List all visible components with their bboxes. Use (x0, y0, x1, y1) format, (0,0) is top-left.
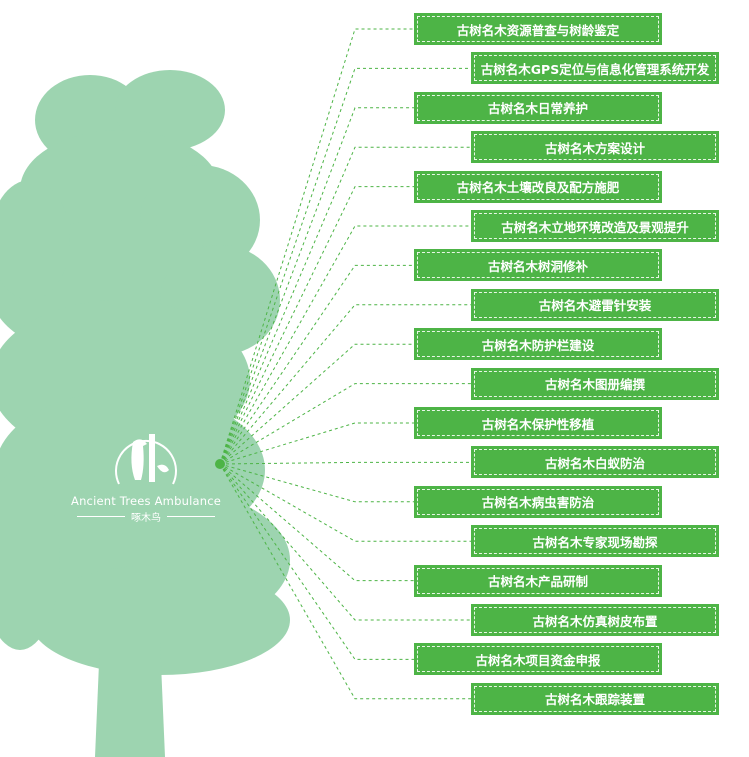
service-item-label: 古树名木保护性移植 (417, 410, 659, 436)
service-item-box: 古树名木仿真树皮布置 (471, 604, 719, 636)
connector-line (219, 225, 471, 465)
service-item-box: 古树名木日常养护 (414, 91, 662, 124)
logo-english-text: Ancient Trees Ambulance (71, 494, 221, 508)
service-item-box: 古树名木保护性移植 (414, 407, 662, 439)
hub-dot (215, 459, 225, 469)
service-item-label: 古树名木资源普查与树龄鉴定 (417, 16, 659, 42)
service-item-box: 古树名木GPS定位与信息化管理系统开发 (471, 52, 719, 85)
service-item-label: 古树名木防护栏建设 (417, 331, 659, 358)
service-item-label: 古树名木病虫害防治 (417, 488, 659, 515)
connector-line (219, 463, 471, 700)
logo-chinese-text: 啄木鸟 (131, 513, 161, 524)
connector-line (219, 67, 471, 465)
service-item-box: 古树名木病虫害防治 (414, 485, 662, 518)
service-item-box: 古树名木避雷针安装 (471, 288, 719, 321)
service-item-box: 古树名木资源普查与树龄鉴定 (414, 13, 662, 45)
service-item-box: 古树名木白蚁防治 (471, 446, 719, 479)
woodpecker-logo-icon (115, 434, 177, 485)
service-item-box: 古树名木防护栏建设 (414, 328, 662, 361)
service-item-box: 古树名木立地环境改造及景观提升 (471, 210, 719, 242)
service-item-box: 古树名木产品研制 (414, 564, 662, 597)
connector-line (219, 107, 414, 465)
service-item-label: 古树名木土壤改良及配方施肥 (417, 173, 659, 200)
connector-line (219, 463, 471, 621)
connector-line (219, 343, 414, 465)
connector-line (219, 461, 471, 465)
service-item-label: 古树名木白蚁防治 (474, 449, 716, 476)
service-item-label: 古树名木产品研制 (417, 567, 659, 594)
connector-line (219, 146, 471, 465)
service-item-box: 古树名木图册编撰 (471, 367, 719, 400)
service-item-label: 古树名木方案设计 (474, 134, 716, 161)
service-item-label: 古树名木日常养护 (417, 94, 659, 121)
service-item-box: 古树名木专家现场勘探 (471, 525, 719, 558)
service-item-label: 古树名木项目资金申报 (417, 646, 659, 673)
connector-line (219, 463, 414, 582)
service-item-box: 古树名木树洞修补 (414, 249, 662, 282)
service-item-box: 古树名木土壤改良及配方施肥 (414, 170, 662, 203)
connector-line (219, 186, 414, 465)
service-item-label: 古树名木立地环境改造及景观提升 (474, 213, 716, 239)
service-item-box: 古树名木跟踪装置 (471, 682, 719, 715)
service-item-label: 古树名木仿真树皮布置 (474, 607, 716, 633)
connector-line (219, 264, 414, 465)
connector-line (219, 422, 414, 465)
service-item-label: 古树名木专家现场勘探 (474, 528, 716, 555)
connector-line (219, 383, 471, 465)
connector-line (219, 28, 414, 465)
service-item-label: 古树名木跟踪装置 (474, 685, 716, 712)
service-item-label: 古树名木GPS定位与信息化管理系统开发 (474, 55, 716, 82)
service-item-box: 古树名木方案设计 (471, 131, 719, 164)
service-item-box: 古树名木项目资金申报 (414, 643, 662, 676)
service-item-label: 古树名木图册编撰 (474, 370, 716, 397)
service-item-label: 古树名木树洞修补 (417, 252, 659, 279)
connector-line (219, 463, 414, 660)
service-item-label: 古树名木避雷针安装 (474, 291, 716, 318)
connector-line (219, 463, 414, 503)
logo: Ancient Trees Ambulance 啄木鸟 (66, 422, 226, 524)
